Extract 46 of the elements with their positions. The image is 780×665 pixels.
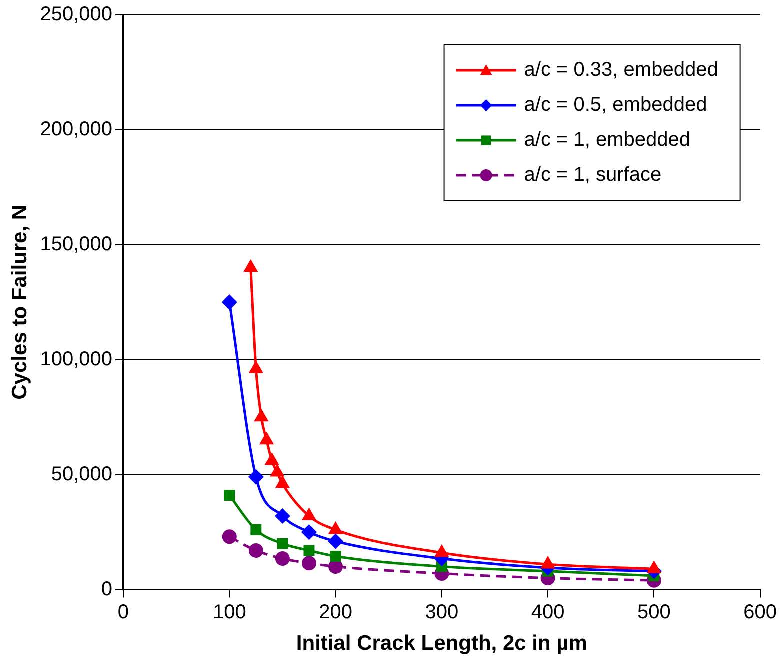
y-tick-label: 100,000	[40, 348, 112, 370]
point	[329, 522, 342, 534]
point	[302, 556, 316, 571]
point	[302, 508, 316, 520]
point	[277, 538, 288, 550]
point	[260, 433, 274, 445]
x-tick-label: 200	[319, 601, 352, 624]
x-tick-label: 0	[118, 601, 130, 624]
legend-label: a/c = 1, embedded	[524, 129, 691, 152]
point	[328, 560, 344, 574]
point	[224, 490, 236, 502]
point	[255, 410, 268, 422]
x-tick-label: 100	[212, 601, 246, 624]
point	[248, 470, 264, 484]
point	[244, 260, 258, 272]
point	[275, 508, 290, 524]
point	[248, 543, 264, 558]
x-tick-label: 600	[744, 601, 778, 624]
point	[276, 476, 290, 488]
y-tick-label: 150,000	[40, 233, 112, 256]
y-tick-label: 50,000	[51, 463, 112, 486]
y-tick-label: 200,000	[40, 118, 112, 140]
y-tick-label: 0	[101, 578, 112, 600]
legend-label: a/c = 0.5, embedded	[524, 94, 708, 116]
legend-label: a/c = 1, surface	[524, 164, 662, 186]
point	[304, 545, 315, 556]
point	[270, 465, 284, 477]
x-tick-label: 400	[531, 601, 565, 624]
point	[250, 524, 262, 536]
x-axis-title: Initial Crack Length, 2c in µm	[296, 632, 588, 656]
point	[222, 295, 237, 310]
y-axis-title: Cycles to Failure, N	[8, 204, 32, 400]
point	[222, 530, 237, 544]
legend-label: a/c = 0.33, embedded	[524, 59, 718, 82]
point	[330, 550, 342, 562]
point	[275, 552, 290, 566]
point	[250, 362, 263, 374]
point	[266, 454, 279, 466]
point	[328, 534, 344, 549]
point	[648, 562, 661, 574]
point	[302, 525, 316, 540]
x-tick-label: 300	[425, 601, 459, 624]
y-tick-label: 250,000	[40, 4, 112, 26]
point	[435, 546, 448, 558]
x-tick-label: 500	[637, 601, 671, 624]
point	[542, 557, 554, 569]
